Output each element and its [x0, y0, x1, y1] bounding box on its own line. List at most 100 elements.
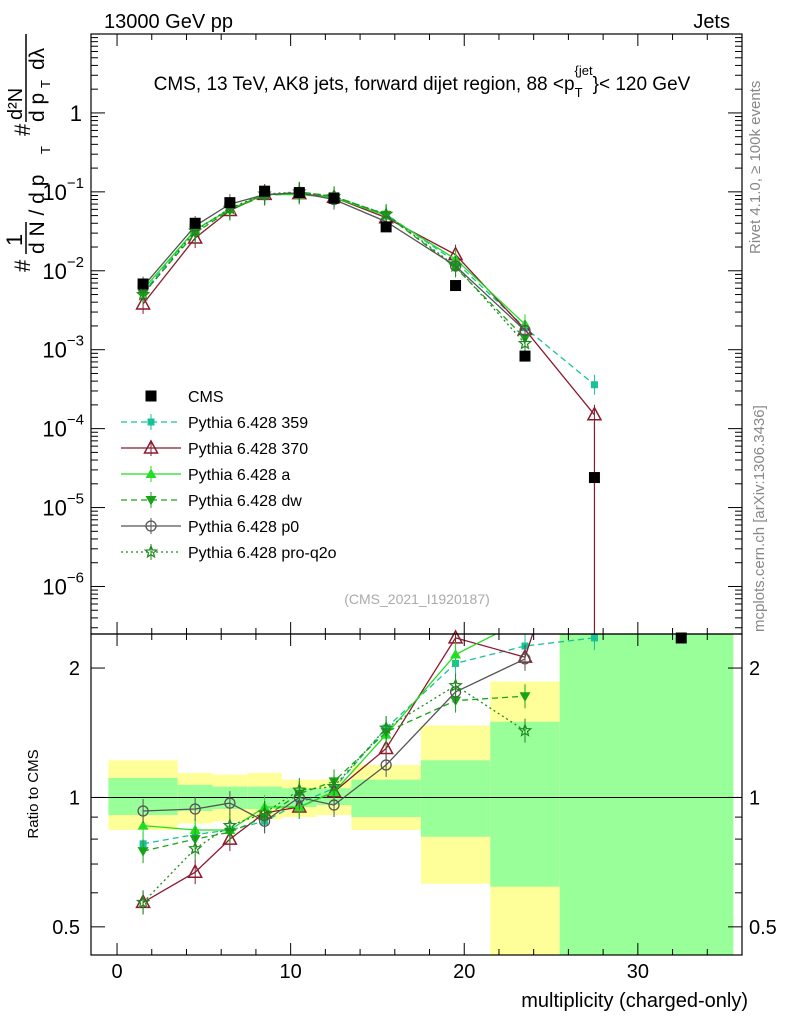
- band-inner-7: [420, 760, 491, 837]
- y-tick-label: 10−1: [42, 175, 84, 205]
- legend-label: Pythia 6.428 a: [188, 467, 290, 484]
- ylabel-T-1: T: [38, 146, 53, 154]
- ylabel-num: d²N: [5, 88, 27, 120]
- ratio-line-pdw: [142, 695, 526, 852]
- y-tick-label: 1: [70, 101, 82, 126]
- ratio-point: [257, 805, 272, 820]
- legend-label: Pythia 6.428 359: [188, 415, 308, 432]
- cms-point: [293, 187, 305, 199]
- x-tick-label: 30: [627, 961, 649, 983]
- y-tick-label: 10−3: [42, 333, 84, 363]
- ratio-y-tick-label-right: 0.5: [749, 917, 777, 939]
- ratio-point: [137, 847, 149, 857]
- x-axis-label: multiplicity (charged-only): [521, 990, 748, 1012]
- main-point: [378, 206, 394, 221]
- legend-label: CMS: [188, 389, 224, 406]
- main-point: [135, 295, 151, 310]
- cms-point: [224, 197, 236, 209]
- main-point: [135, 286, 151, 301]
- cms-point: [519, 350, 531, 362]
- legend-marker: [145, 390, 157, 402]
- main-point: [590, 381, 598, 389]
- legend-marker: [143, 439, 159, 454]
- ratio-point: [189, 803, 201, 815]
- ratio-y-tick-label-right: 2: [749, 658, 760, 680]
- cms-point-offscale: [675, 632, 687, 644]
- mcplots-label: mcplots.cern.ch [arXiv:1306.3436]: [751, 405, 768, 632]
- main-series-p359: [139, 183, 598, 395]
- ratio-point: [590, 634, 598, 642]
- main-point: [187, 223, 203, 238]
- ratio-y-tick-label-left: 1: [69, 787, 80, 809]
- cms-point: [137, 278, 149, 290]
- ratio-point: [380, 759, 392, 771]
- ratio-series-pq2o: [135, 673, 533, 915]
- legend-label: Pythia 6.428 dw: [188, 493, 302, 510]
- x-tick-labels: 0 10 20 30: [111, 961, 648, 983]
- legend-entry: CMS: [145, 389, 224, 406]
- legend-label: Pythia 6.428 pro-q2o: [188, 545, 337, 562]
- ratio-point: [135, 894, 151, 909]
- ratio-y-tick-label-right: 1: [749, 787, 760, 809]
- ratio-point: [378, 720, 394, 735]
- ratio-point: [328, 799, 340, 811]
- main-line-pp0: [142, 192, 526, 331]
- cms-point: [328, 192, 340, 204]
- cms-point: [189, 217, 201, 229]
- ylabel-den: d p: [26, 93, 49, 122]
- main-point: [517, 335, 533, 350]
- ratio-series: [135, 629, 598, 915]
- legend-entry: Pythia 6.428 359: [121, 414, 308, 432]
- axis-ticks: [91, 34, 742, 955]
- main-point: [586, 406, 603, 421]
- title-suffix: }< 120 GeV: [593, 74, 691, 95]
- ratio-point: [224, 797, 236, 809]
- main-line-pa: [142, 193, 526, 325]
- ratio-point: [517, 723, 533, 737]
- ratio-point: [450, 649, 462, 659]
- cms-data-points: [137, 185, 687, 644]
- x-tick-label: 10: [280, 961, 302, 983]
- ratio-point: [187, 863, 203, 878]
- y-tick-label: 10−6: [42, 569, 84, 599]
- legend-marker: [145, 496, 157, 506]
- legend-entry: Pythia 6.428 370: [121, 439, 308, 458]
- cms-point: [588, 472, 600, 484]
- title-sub: T: [575, 85, 583, 100]
- ratio-point: [519, 653, 531, 665]
- legend-entry: Pythia 6.428 p0: [121, 518, 299, 536]
- ylabel-hash-1: #: [10, 259, 35, 272]
- main-y-tick-labels: 1 10−1 10−2 10−3 10−4 10−5 10−6: [42, 101, 84, 600]
- x-tick-label: 0: [111, 961, 122, 983]
- y-axis-label: # 1 d N / d p T # d²N d p T dλ: [2, 34, 53, 272]
- ratio-point: [448, 677, 463, 692]
- legend-entry: Pythia 6.428 dw: [121, 492, 302, 510]
- legend-marker: [143, 544, 159, 559]
- legend-label: Pythia 6.428 370: [188, 441, 308, 458]
- cms-point: [259, 185, 271, 197]
- ylabel-T-2: T: [38, 80, 53, 88]
- ylabel-dN: d N / d p: [26, 175, 49, 254]
- cms-point: [450, 280, 462, 292]
- chart-title: CMS, 13 TeV, AK8 jets, forward dijet reg…: [154, 63, 691, 100]
- ratio-y-tick-labels: 0.5 0.5 1 1 2 2: [52, 658, 777, 939]
- legend-marker: [145, 468, 157, 478]
- ratio-line-p359: [142, 637, 595, 845]
- legend-entry: Pythia 6.428 a: [121, 466, 290, 484]
- main-point: [448, 258, 463, 273]
- y-tick-label: 10−5: [42, 491, 84, 521]
- legend-marker: [147, 418, 155, 426]
- main-frame: [90, 33, 743, 635]
- band-inner-9: [559, 634, 734, 955]
- analysis-id: (CMS_2021_I1920187): [344, 591, 490, 607]
- ratio-point: [519, 692, 531, 702]
- y-tick-label: 10−4: [42, 412, 84, 442]
- legend-entry: Pythia 6.428 pro-q2o: [121, 544, 337, 562]
- cms-point: [380, 221, 392, 233]
- ylabel-lambda: dλ: [26, 47, 49, 70]
- band-inner-6: [351, 779, 421, 818]
- header-energy: 13000 GeV pp: [104, 11, 233, 33]
- ratio-point: [137, 820, 149, 830]
- x-tick-label: 20: [453, 961, 475, 983]
